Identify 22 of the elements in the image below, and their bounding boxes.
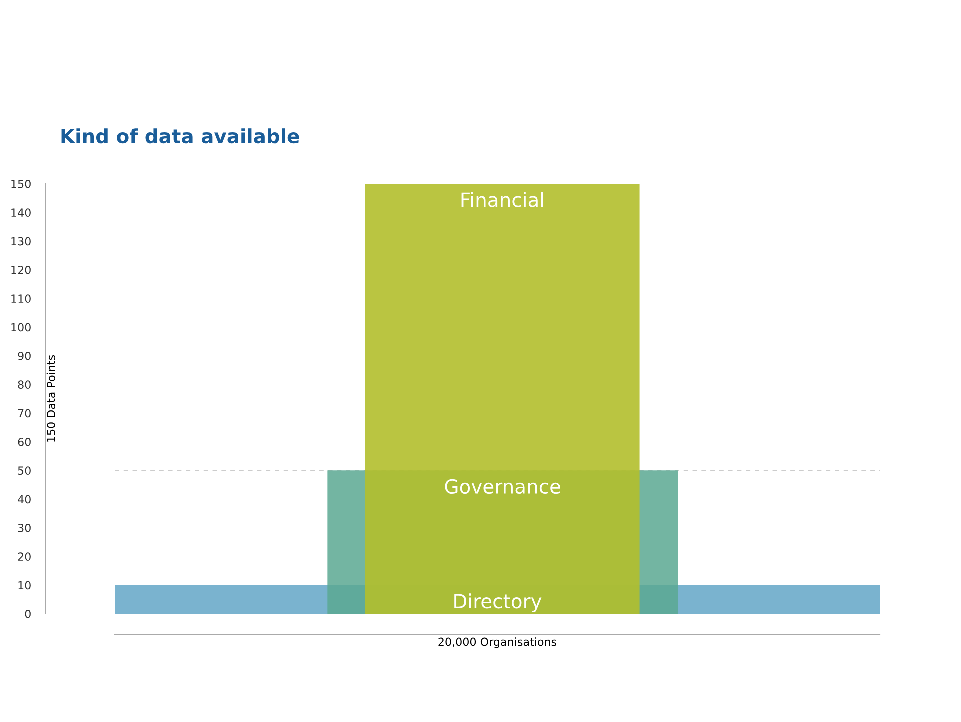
y-tick-label: 60 xyxy=(18,438,31,446)
y-tick-label: 130 xyxy=(12,237,31,246)
series-label: Directory xyxy=(454,594,542,612)
y-tick-label: 40 xyxy=(18,495,31,504)
y-tick-label: 70 xyxy=(18,409,31,418)
y-tick-label: 80 xyxy=(18,380,31,390)
y-tick-label: 100 xyxy=(12,323,31,332)
series-label: Financial xyxy=(462,192,544,208)
y-axis-title: 150 Data Points xyxy=(46,355,56,442)
y-tick-label: 10 xyxy=(18,581,31,590)
y-tick-label: 150 xyxy=(12,180,31,188)
x-axis-title: 20,000 Organisations xyxy=(438,638,557,648)
y-tick-label: 140 xyxy=(12,208,31,218)
y-tick-label: 50 xyxy=(18,466,31,476)
y-tick-label: 90 xyxy=(18,352,31,360)
series-label: Governance xyxy=(445,479,560,494)
y-tick-label: 0 xyxy=(25,610,31,618)
y-tick-label: 120 xyxy=(12,266,31,274)
y-tick-label: 30 xyxy=(18,524,31,532)
y-tick-label: 20 xyxy=(18,552,31,562)
y-tick-label: 110 xyxy=(12,294,31,304)
chart-title: Kind of data available xyxy=(62,128,300,144)
